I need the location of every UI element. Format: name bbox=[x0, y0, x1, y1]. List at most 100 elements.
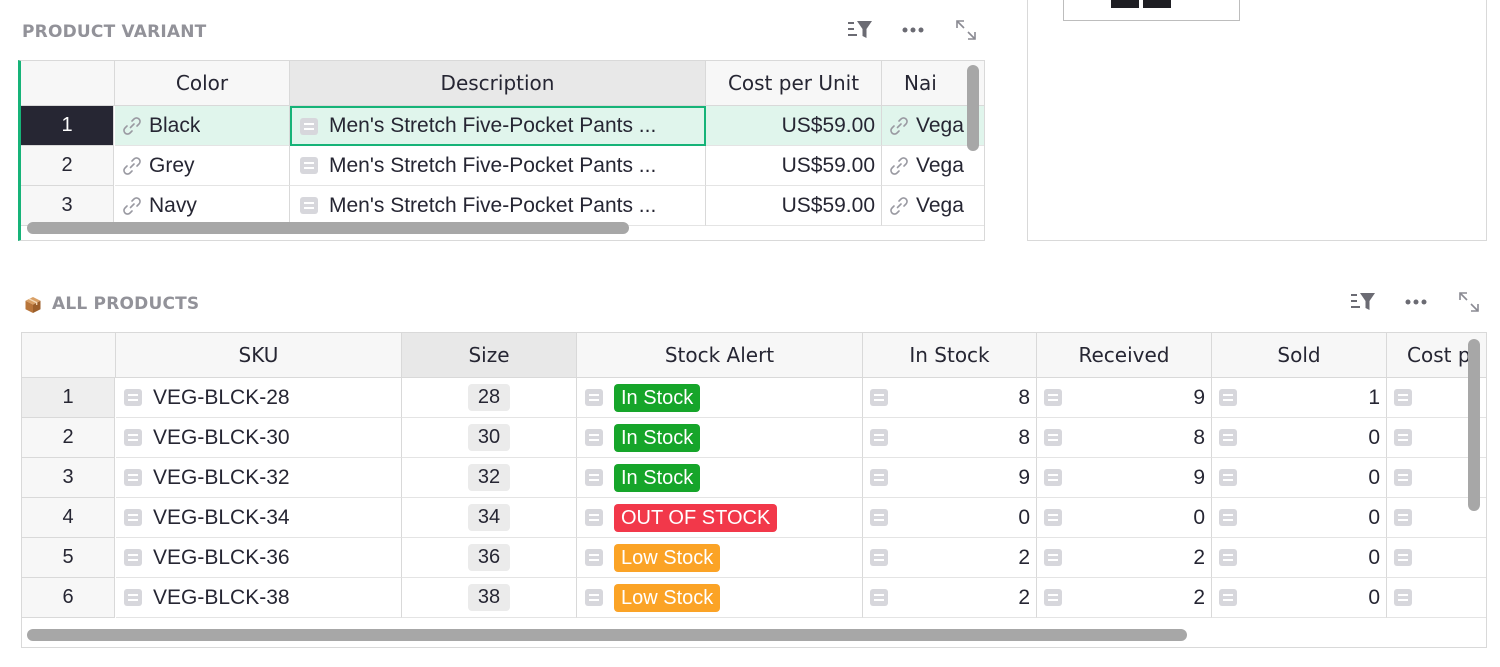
reference-field-icon bbox=[870, 549, 888, 566]
reference-field-icon bbox=[1394, 469, 1412, 486]
column-header-cost-per-unit[interactable]: Cost per Unit bbox=[706, 61, 882, 106]
horizontal-scrollbar[interactable] bbox=[27, 629, 1187, 641]
name-cell[interactable]: Vega bbox=[882, 146, 984, 186]
stock-alert-cell[interactable]: Low Stock bbox=[577, 578, 863, 618]
color-cell[interactable]: Black bbox=[115, 106, 290, 146]
received-value: 0 bbox=[1193, 505, 1205, 529]
column-header-description[interactable]: Description bbox=[290, 61, 706, 106]
sold-cell[interactable]: 1 bbox=[1212, 378, 1387, 418]
cost-cell[interactable] bbox=[1387, 458, 1486, 498]
sku-cell[interactable]: VEG-BLCK-38 bbox=[116, 578, 402, 618]
size-cell[interactable]: 32 bbox=[402, 458, 577, 498]
received-cell[interactable]: 2 bbox=[1037, 538, 1212, 578]
sku-cell[interactable]: VEG-BLCK-28 bbox=[116, 378, 402, 418]
stock-alert-cell[interactable]: Low Stock bbox=[577, 538, 863, 578]
sold-cell[interactable]: 0 bbox=[1212, 578, 1387, 618]
cost-cell[interactable]: US$59.00 bbox=[706, 146, 882, 186]
column-header-sku[interactable]: SKU bbox=[116, 333, 402, 378]
reference-field-icon bbox=[585, 429, 603, 446]
column-header-color[interactable]: Color bbox=[115, 61, 290, 106]
expand-icon[interactable] bbox=[952, 16, 980, 44]
sold-cell[interactable]: 0 bbox=[1212, 498, 1387, 538]
row-number[interactable]: 6 bbox=[22, 578, 115, 618]
received-cell[interactable]: 0 bbox=[1037, 498, 1212, 538]
column-header-size[interactable]: Size bbox=[402, 333, 577, 378]
sku-cell[interactable]: VEG-BLCK-30 bbox=[116, 418, 402, 458]
sold-cell[interactable]: 0 bbox=[1212, 538, 1387, 578]
description-cell[interactable]: Men's Stretch Five-Pocket Pants ... bbox=[290, 186, 706, 226]
reference-field-icon bbox=[1044, 469, 1062, 486]
received-cell[interactable]: 2 bbox=[1037, 578, 1212, 618]
vertical-scrollbar[interactable] bbox=[1468, 339, 1480, 511]
product-image-thumbnail[interactable] bbox=[1063, 0, 1240, 21]
sku-cell[interactable]: VEG-BLCK-32 bbox=[116, 458, 402, 498]
reference-field-icon bbox=[585, 389, 603, 406]
description-cell[interactable]: Men's Stretch Five-Pocket Pants ... bbox=[290, 146, 706, 186]
stock-alert-cell[interactable]: In Stock bbox=[577, 378, 863, 418]
size-cell[interactable]: 34 bbox=[402, 498, 577, 538]
cost-cell[interactable] bbox=[1387, 498, 1486, 538]
row-number[interactable]: 2 bbox=[21, 146, 114, 186]
horizontal-scrollbar[interactable] bbox=[27, 222, 629, 234]
received-cell[interactable]: 9 bbox=[1037, 458, 1212, 498]
row-number[interactable]: 3 bbox=[21, 186, 114, 226]
row-number[interactable]: 5 bbox=[22, 538, 115, 578]
reference-field-icon bbox=[124, 469, 142, 486]
column-header-received[interactable]: Received bbox=[1037, 333, 1212, 378]
row-number[interactable]: 2 bbox=[22, 418, 115, 458]
reference-field-icon bbox=[124, 509, 142, 526]
cost-cell[interactable] bbox=[1387, 578, 1486, 618]
received-cell[interactable]: 9 bbox=[1037, 378, 1212, 418]
in-stock-cell[interactable]: 8 bbox=[863, 418, 1037, 458]
pants-leg-shape bbox=[1143, 0, 1171, 8]
color-cell[interactable]: Grey bbox=[115, 146, 290, 186]
stock-alert-cell[interactable]: In Stock bbox=[577, 418, 863, 458]
reference-field-icon bbox=[1219, 469, 1237, 486]
column-header-sold[interactable]: Sold bbox=[1212, 333, 1387, 378]
sku-value: VEG-BLCK-28 bbox=[153, 385, 290, 409]
row-number[interactable]: 3 bbox=[22, 458, 115, 498]
sort-filter-icon[interactable] bbox=[846, 16, 874, 44]
sku-cell[interactable]: VEG-BLCK-36 bbox=[116, 538, 402, 578]
received-cell[interactable]: 8 bbox=[1037, 418, 1212, 458]
more-options-icon[interactable] bbox=[1402, 288, 1430, 316]
size-cell[interactable]: 30 bbox=[402, 418, 577, 458]
stock-alert-cell[interactable]: OUT OF STOCK bbox=[577, 498, 863, 538]
size-cell[interactable]: 38 bbox=[402, 578, 577, 618]
stock-alert-cell[interactable]: In Stock bbox=[577, 458, 863, 498]
reference-field-icon bbox=[300, 157, 318, 174]
name-value: Vega bbox=[916, 113, 964, 137]
row-number[interactable]: 4 bbox=[22, 498, 115, 538]
color-cell[interactable]: Navy bbox=[115, 186, 290, 226]
cost-cell[interactable] bbox=[1387, 538, 1486, 578]
in-stock-cell[interactable]: 2 bbox=[863, 538, 1037, 578]
row-number[interactable]: 1 bbox=[21, 106, 114, 146]
in-stock-cell[interactable]: 8 bbox=[863, 378, 1037, 418]
image-preview-panel bbox=[1027, 0, 1487, 241]
sku-cell[interactable]: VEG-BLCK-34 bbox=[116, 498, 402, 538]
description-cell-selected[interactable]: Men's Stretch Five-Pocket Pants ... bbox=[290, 106, 706, 146]
size-cell[interactable]: 28 bbox=[402, 378, 577, 418]
cost-cell[interactable]: US$59.00 bbox=[706, 186, 882, 226]
cost-value: US$59.00 bbox=[781, 193, 875, 217]
expand-icon[interactable] bbox=[1455, 288, 1483, 316]
name-cell[interactable]: Vega bbox=[882, 186, 984, 226]
column-header-stock-alert[interactable]: Stock Alert bbox=[577, 333, 863, 378]
reference-field-icon bbox=[1219, 589, 1237, 606]
in-stock-cell[interactable]: 0 bbox=[863, 498, 1037, 538]
cost-cell[interactable] bbox=[1387, 418, 1486, 458]
in-stock-cell[interactable]: 2 bbox=[863, 578, 1037, 618]
row-number[interactable]: 1 bbox=[22, 378, 115, 418]
sold-cell[interactable]: 0 bbox=[1212, 418, 1387, 458]
reference-field-icon bbox=[124, 549, 142, 566]
cost-cell[interactable] bbox=[1387, 378, 1486, 418]
more-options-icon[interactable] bbox=[899, 16, 927, 44]
reference-field-icon bbox=[1219, 509, 1237, 526]
sort-filter-icon[interactable] bbox=[1349, 288, 1377, 316]
vertical-scrollbar[interactable] bbox=[967, 65, 979, 151]
size-cell[interactable]: 36 bbox=[402, 538, 577, 578]
sold-cell[interactable]: 0 bbox=[1212, 458, 1387, 498]
cost-cell[interactable]: US$59.00 bbox=[706, 106, 882, 146]
column-header-in-stock[interactable]: In Stock bbox=[863, 333, 1037, 378]
in-stock-cell[interactable]: 9 bbox=[863, 458, 1037, 498]
